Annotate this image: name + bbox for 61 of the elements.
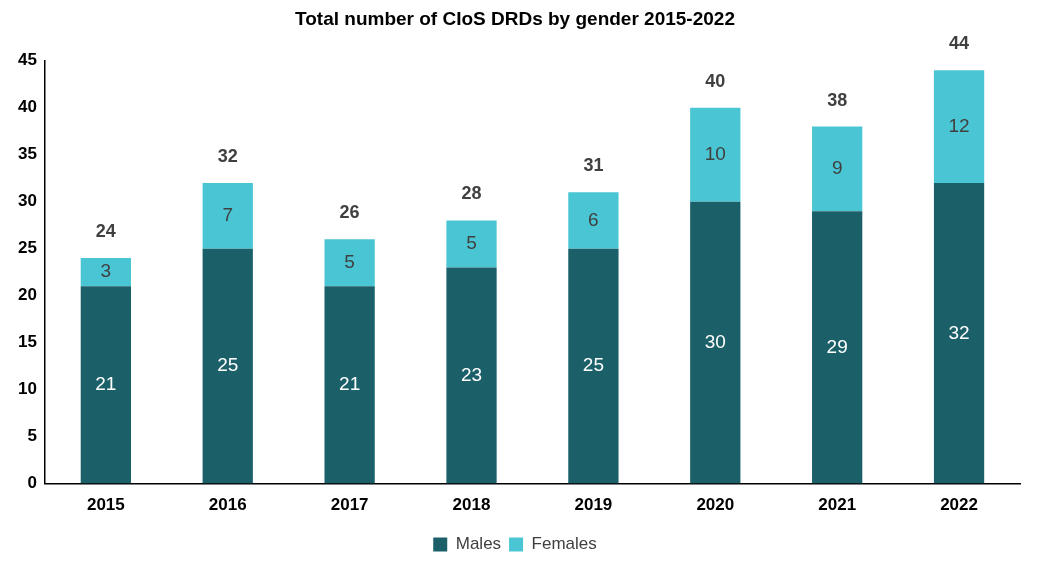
total-label: 28	[461, 183, 482, 204]
total-label: 32	[217, 145, 238, 166]
total-label: 44	[949, 33, 970, 54]
bar	[690, 201, 741, 484]
data-label: 30	[704, 330, 726, 352]
bar	[324, 286, 375, 484]
bar	[568, 192, 619, 249]
data-label: 21	[95, 373, 117, 395]
data-label: 25	[582, 354, 604, 376]
data-label: 23	[460, 363, 483, 385]
x-tick-label: 2017	[330, 495, 369, 515]
data-label: 9	[831, 157, 843, 179]
data-label: 5	[344, 251, 355, 273]
bar	[202, 248, 253, 484]
y-tick-label: 25	[17, 238, 37, 258]
y-tick-label: 15	[17, 332, 37, 352]
x-tick-label: 2021	[818, 495, 857, 515]
bar	[80, 286, 131, 484]
x-tick-label: 2019	[574, 495, 613, 515]
bar	[812, 126, 863, 212]
bar	[933, 70, 985, 183]
bar	[446, 220, 497, 268]
bar	[446, 267, 497, 484]
data-label: 32	[948, 321, 970, 343]
x-tick-label: 2015	[86, 495, 125, 515]
data-label: 5	[466, 232, 477, 254]
y-tick-label: 35	[17, 144, 37, 164]
data-label: 21	[339, 373, 361, 395]
data-label: 10	[704, 142, 726, 164]
legend-label: Females	[531, 534, 597, 554]
total-label: 31	[583, 155, 604, 176]
legend-label: Males	[455, 534, 502, 554]
total-label: 38	[827, 89, 848, 110]
total-label: 24	[95, 221, 116, 242]
data-label: 29	[826, 335, 848, 357]
data-label: 7	[222, 204, 234, 226]
data-label: 12	[948, 114, 970, 136]
y-tick-label: 10	[17, 379, 37, 399]
y-tick-label: 5	[27, 426, 37, 446]
bar	[812, 211, 863, 484]
bar	[568, 248, 619, 484]
bar	[202, 182, 253, 249]
x-tick-label: 2022	[940, 495, 978, 515]
bar	[324, 239, 375, 287]
data-label: 25	[217, 354, 239, 376]
chart-title: Total number of CIoS DRDs by gender 2015-2022	[295, 7, 735, 29]
x-tick-label: 2018	[452, 495, 491, 515]
data-label: 6	[588, 208, 599, 230]
y-tick-label: 0	[27, 473, 37, 493]
x-tick-label: 2016	[208, 495, 247, 515]
y-tick-label: 40	[17, 97, 37, 117]
total-label: 26	[339, 202, 360, 223]
y-tick-label: 30	[17, 191, 37, 211]
bar	[80, 258, 131, 287]
x-tick-label: 2020	[696, 495, 735, 515]
bar	[690, 107, 741, 202]
y-tick-label: 45	[17, 50, 37, 70]
bar	[933, 182, 985, 484]
total-label: 40	[705, 70, 726, 91]
data-label: 3	[100, 260, 112, 282]
y-tick-label: 20	[17, 285, 37, 305]
